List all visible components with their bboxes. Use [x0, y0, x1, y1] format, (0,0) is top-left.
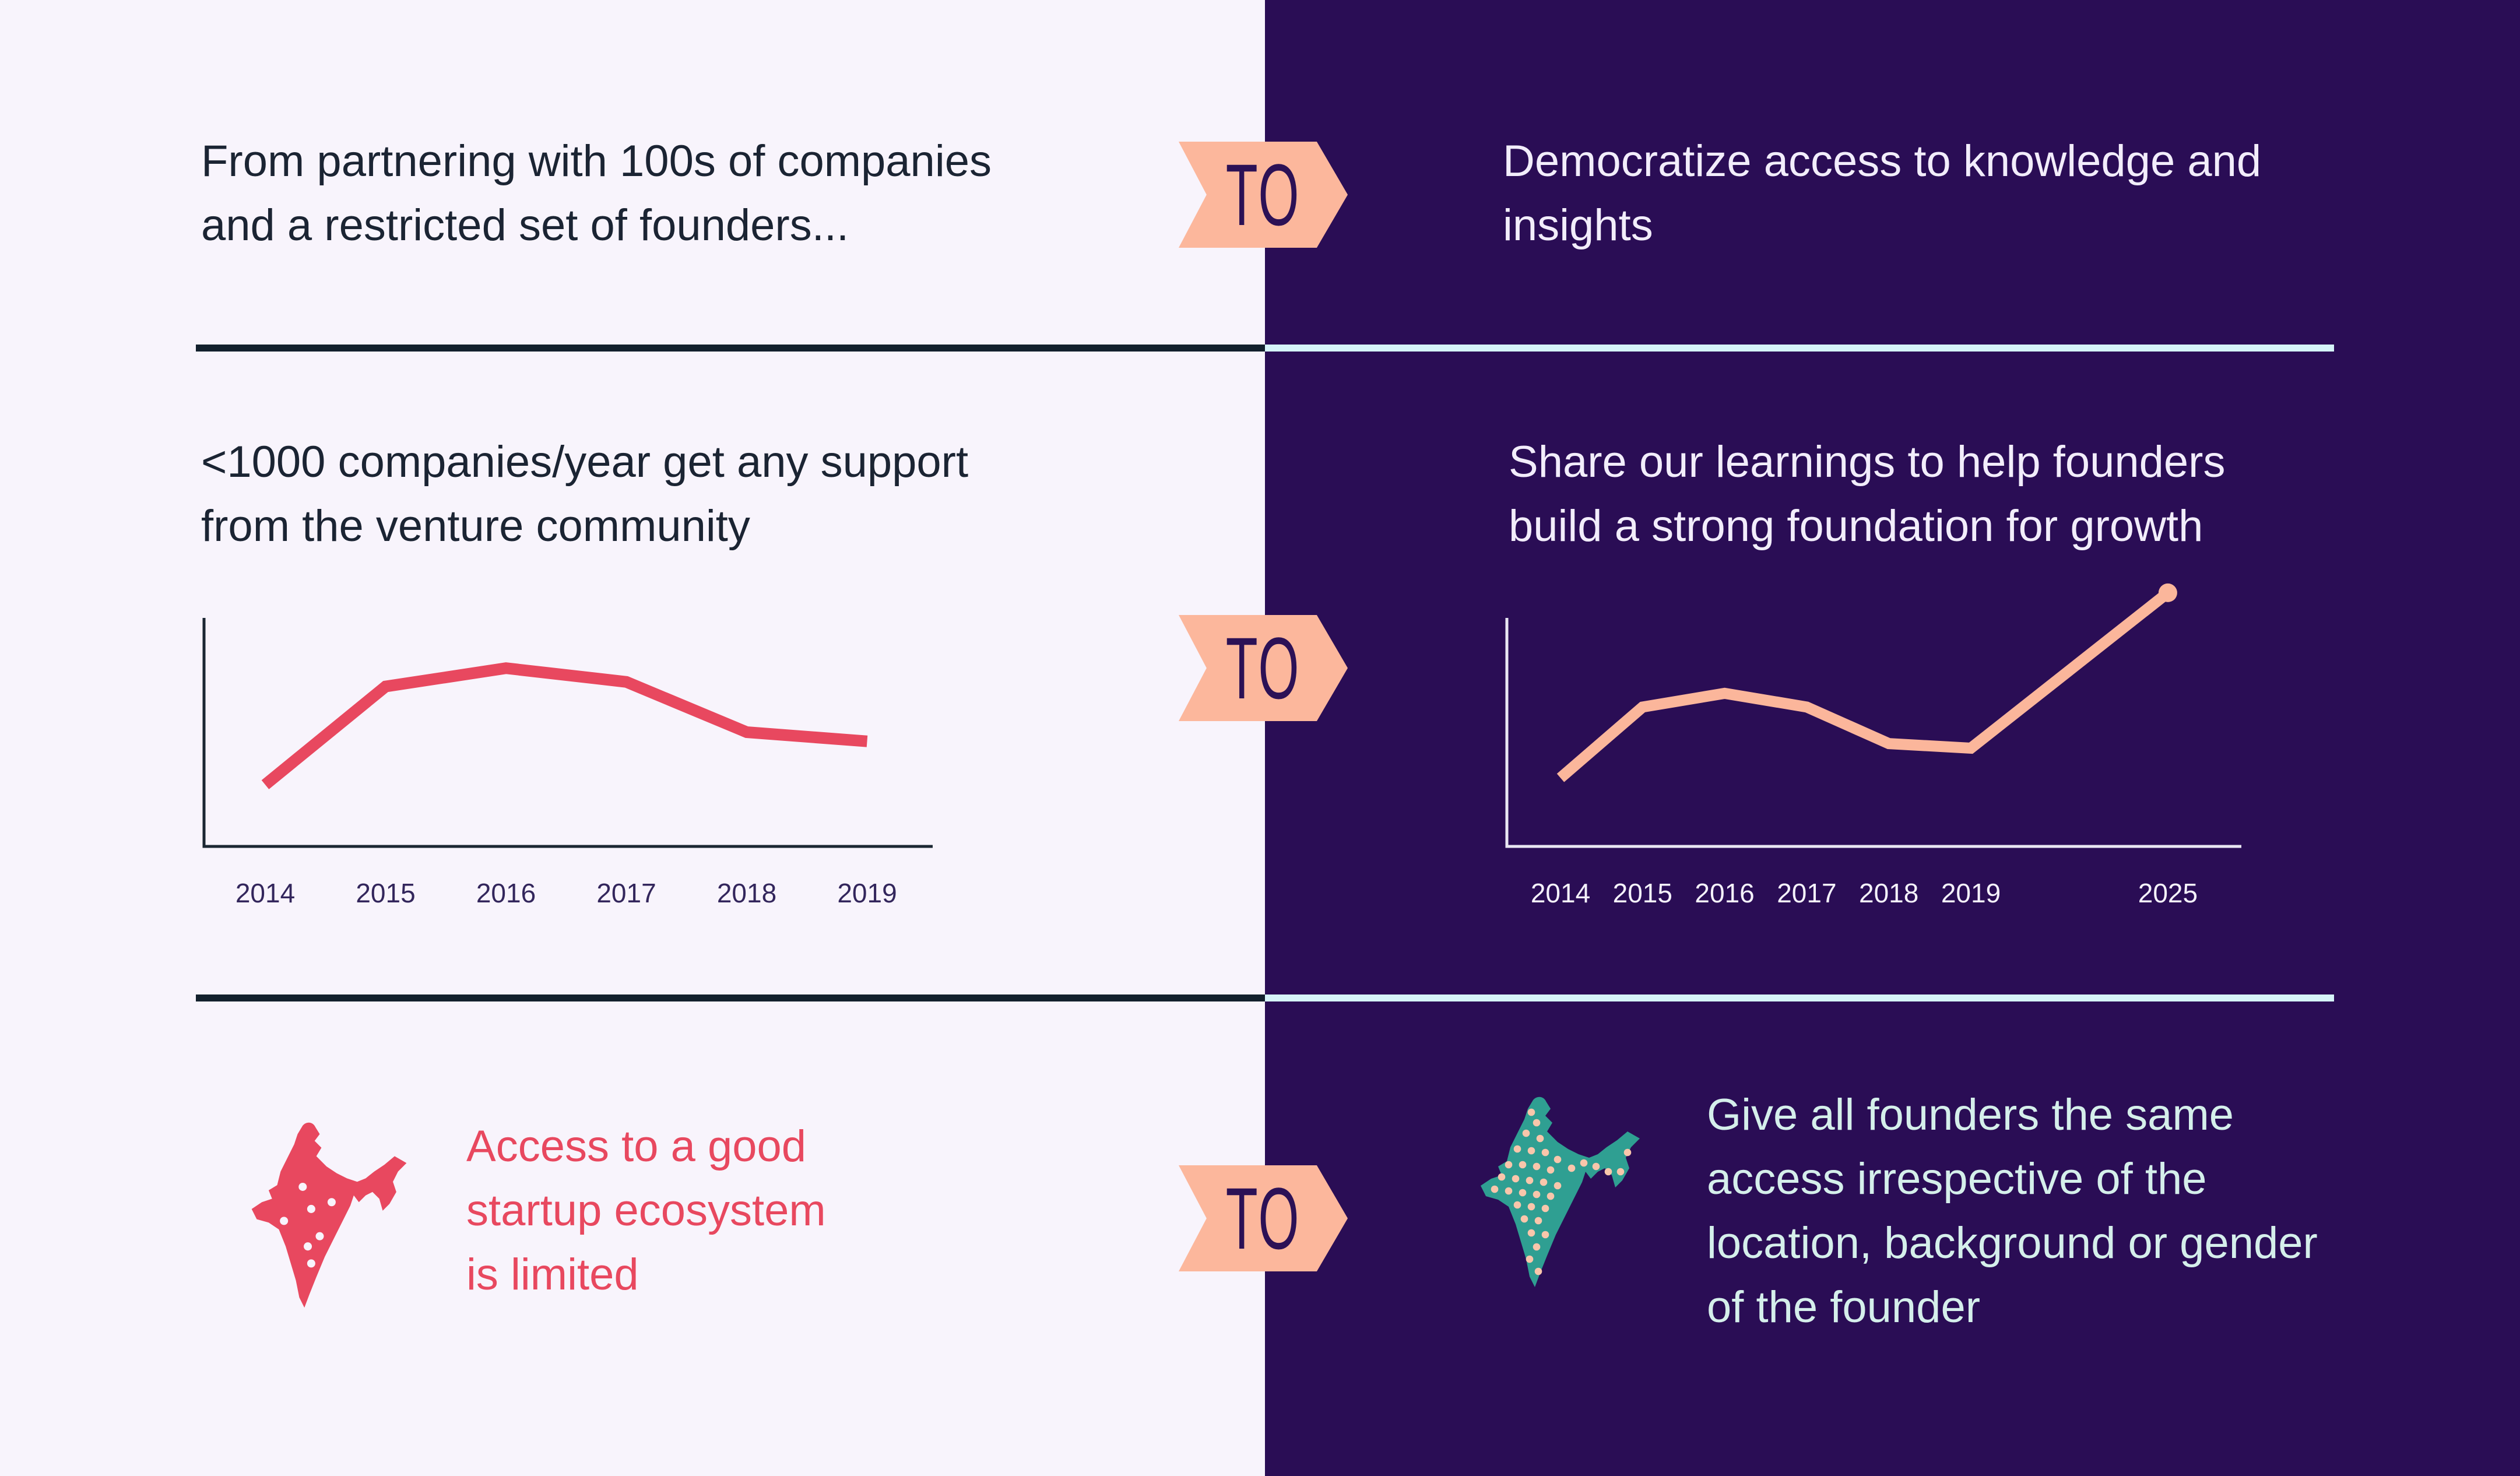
to-ribbon-badge-row1: TO — [1179, 142, 1348, 248]
right-panel-background — [1265, 0, 2520, 1476]
map-dots — [280, 1182, 336, 1268]
india-outline — [1481, 1097, 1640, 1287]
row1-right-text: Democratize access to knowledge and insi… — [1503, 136, 2262, 250]
x-axis-tick-label: 2016 — [1695, 878, 1754, 908]
to-label: TO — [1225, 1169, 1301, 1267]
x-axis-tick-label: 2014 — [236, 878, 295, 908]
left-panel-background — [0, 0, 1265, 1476]
row3-left-text: Access to a good startup ecosystem is li… — [466, 1122, 826, 1299]
india-map-red-icon — [251, 1122, 407, 1308]
india-map-teal-icon — [1481, 1097, 1640, 1287]
row-divider-1-right — [1265, 345, 2334, 352]
x-axis-tick-label: 2019 — [1941, 878, 2001, 908]
data-line — [1556, 588, 2171, 782]
x-axis-tick-label: 2016 — [476, 878, 536, 908]
row-divider-1-left — [196, 345, 1265, 352]
row2-right-title: Share our learnings to help founders bui… — [1509, 437, 2226, 551]
chart-axes — [202, 618, 933, 848]
x-axis-tick-label: 2019 — [837, 878, 897, 908]
x-axis-tick-label: 2025 — [2138, 878, 2198, 908]
chart-axes — [1505, 618, 2241, 848]
x-axis-tick-label: 2017 — [596, 878, 656, 908]
row-divider-2-left — [196, 994, 1265, 1001]
x-axis-tick-label: 2018 — [1859, 878, 1918, 908]
to-ribbon-badge-row3: TO — [1179, 1165, 1348, 1271]
line-end-dot — [2158, 583, 2177, 602]
row2-left-title: <1000 companies/year get any support fro… — [201, 437, 969, 551]
to-ribbon-badge-row2: TO — [1179, 615, 1348, 721]
x-axis-tick-label: 2018 — [717, 878, 776, 908]
x-axis-tick-label: 2015 — [1613, 878, 1672, 908]
to-label: TO — [1225, 618, 1301, 717]
to-label: TO — [1225, 145, 1301, 244]
map-dots — [1491, 1108, 1632, 1275]
x-axis-tick-label: 2015 — [356, 878, 415, 908]
x-axis-tick-label: 2014 — [1531, 878, 1590, 908]
row-divider-2-right — [1265, 994, 2334, 1001]
row3-right-text: Give all founders the same access irresp… — [1707, 1090, 2318, 1332]
data-line — [261, 662, 868, 789]
row1-left-text: From partnering with 100s of companies a… — [201, 136, 992, 250]
x-axis-tick-label: 2017 — [1777, 878, 1836, 908]
founders-helped-line-chart: 2014 2015 2016 2017 2018 2019 2025 — [1505, 583, 2241, 908]
companies-supported-line-chart: 2014 2015 2016 2017 2018 2019 — [202, 618, 933, 908]
india-outline — [251, 1122, 407, 1308]
